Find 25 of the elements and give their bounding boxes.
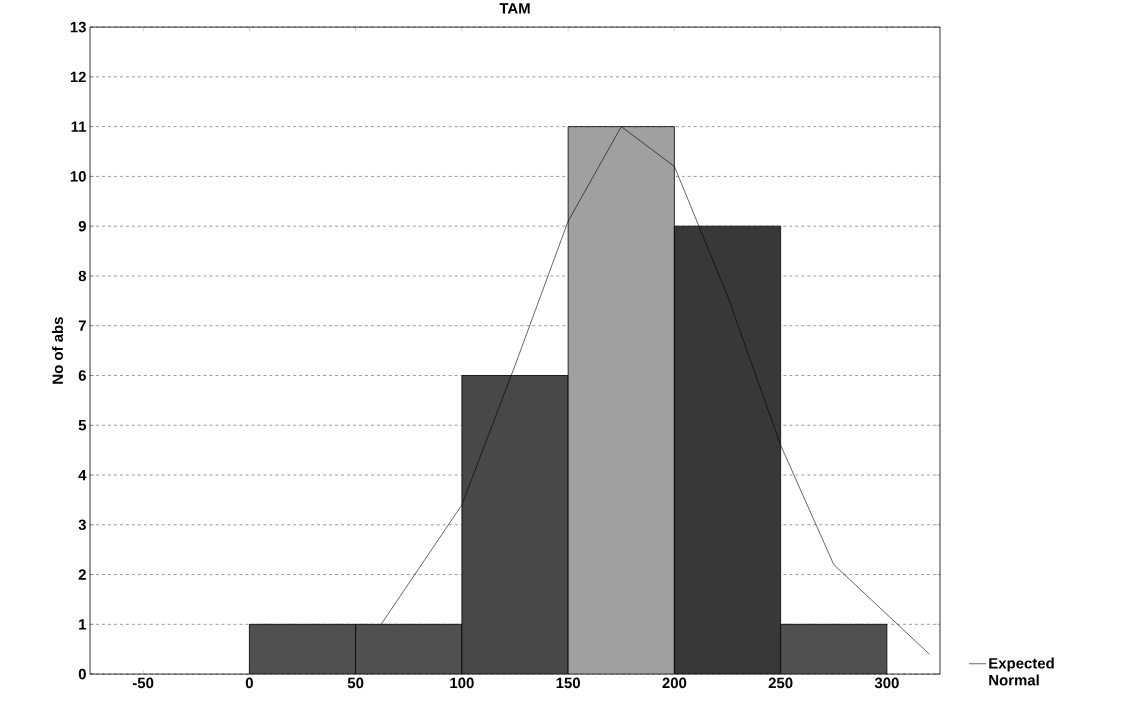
y-axis-title: No of abs (52, 317, 64, 384)
chart-title: TAM (499, 3, 530, 14)
y-tick-label: 10 (70, 171, 86, 182)
y-tick-label: 7 (78, 320, 86, 331)
x-tick-label: 200 (662, 677, 687, 689)
y-tick-label: 1 (79, 619, 87, 630)
x-tick-label: 150 (556, 677, 580, 689)
y-tick-label: 8 (78, 270, 87, 282)
y-tick-label: 0 (78, 668, 86, 680)
y-tick-label: 12 (70, 71, 86, 83)
y-tick-label: 4 (78, 469, 87, 481)
x-tick-label: 100 (450, 677, 474, 689)
x-tick-label: 0 (245, 677, 253, 689)
y-tick-label: 5 (78, 419, 87, 431)
y-tick-label: 6 (78, 370, 86, 381)
x-tick-label: 300 (874, 677, 899, 689)
y-tick-label: 13 (70, 21, 86, 33)
x-tick-label: 250 (768, 677, 793, 689)
x-tick-label: 50 (347, 677, 364, 689)
y-tick-label: 11 (71, 121, 87, 132)
y-tick-label: 2 (78, 569, 86, 580)
y-tick-label: 3 (78, 519, 86, 531)
legend-label: Expected Normal (989, 657, 1054, 686)
y-tick-label: 9 (78, 220, 86, 232)
x-tick-label: -50 (132, 677, 154, 689)
